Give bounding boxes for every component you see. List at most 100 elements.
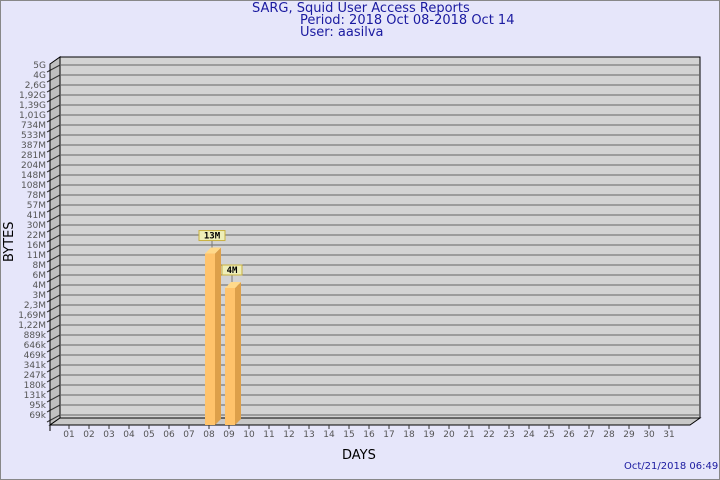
x-tick-label: 16 [363, 430, 375, 440]
x-tick-label: 31 [663, 430, 674, 440]
y-tick-label: 4M [33, 281, 47, 291]
y-tick-label: 5G [33, 61, 46, 71]
y-tick [46, 324, 61, 333]
timestamp: Oct/21/2018 06:49 [624, 461, 719, 472]
y-tick-label: 41M [27, 211, 46, 221]
y-tick [46, 84, 61, 93]
y-tick [46, 214, 61, 223]
y-tick-label: 78M [27, 191, 46, 201]
y-tick-label: 6M [33, 271, 47, 281]
plot-floor [48, 417, 702, 426]
y-tick [46, 184, 61, 193]
bar-side [215, 247, 221, 425]
y-tick-label: 889k [24, 331, 47, 341]
y-tick-label: 2,6G [25, 81, 46, 91]
y-tick [46, 144, 61, 153]
y-tick-label: 1,92G [19, 91, 46, 101]
x-axis-label: DAYS [342, 448, 376, 463]
y-tick-label: 11M [27, 251, 46, 261]
y-tick [46, 414, 61, 423]
y-tick-label: 4G [33, 71, 46, 81]
x-tick-label: 09 [223, 430, 235, 440]
x-tick-label: 29 [623, 430, 635, 440]
y-tick-label: 180k [24, 381, 47, 391]
y-tick [46, 364, 61, 373]
data-label-box [198, 230, 226, 242]
y-tick-label: 1,22M [18, 321, 46, 331]
x-tick-label: 25 [543, 430, 554, 440]
y-tick [46, 244, 61, 253]
x-tick-label: 07 [183, 430, 194, 440]
y-tick [46, 224, 61, 233]
data-label: 4M [227, 266, 238, 276]
y-tick [46, 404, 61, 413]
y-tick [46, 264, 61, 273]
y-tick [46, 284, 61, 293]
x-tick-label: 14 [323, 430, 335, 440]
y-tick-label: 1,39G [19, 101, 46, 111]
y-tick [46, 334, 61, 343]
x-tick-label: 17 [383, 430, 394, 440]
y-tick-label: 1,01G [19, 111, 46, 121]
y-tick [46, 374, 61, 383]
y-tick-label: 734M [21, 121, 46, 131]
y-tick-label: 95k [29, 401, 46, 411]
x-tick-label: 04 [123, 430, 135, 440]
x-tick-label: 21 [463, 430, 474, 440]
y-tick [46, 194, 61, 203]
y-tick [46, 164, 61, 173]
y-tick [46, 64, 61, 73]
y-tick-label: 1,69M [18, 311, 46, 321]
y-tick [46, 274, 61, 283]
x-tick-label: 22 [483, 430, 494, 440]
y-tick [46, 74, 61, 83]
y-tick [46, 134, 61, 143]
x-tick-label: 12 [283, 430, 294, 440]
x-tick-label: 24 [523, 430, 535, 440]
y-tick-label: 8M [33, 261, 47, 271]
x-tick-label: 06 [163, 430, 175, 440]
y-tick [46, 314, 61, 323]
y-tick-label: 108M [21, 181, 46, 191]
x-tick-label: 02 [83, 430, 94, 440]
chart-period: Period: 2018 Oct 08-2018 Oct 14 [300, 13, 515, 28]
bar [205, 253, 215, 425]
y-tick [46, 354, 61, 363]
y-tick [46, 104, 61, 113]
y-tick [46, 304, 61, 313]
chart-user: User: aasilva [300, 25, 384, 40]
y-tick [46, 124, 61, 133]
y-tick-label: 281M [21, 151, 46, 161]
x-tick-label: 28 [603, 430, 615, 440]
y-tick-label: 57M [27, 201, 46, 211]
data-label: 13M [204, 232, 221, 242]
bar [225, 288, 235, 425]
y-tick [46, 294, 61, 303]
y-tick [46, 204, 61, 213]
x-tick-label: 08 [203, 430, 215, 440]
x-tick-label: 11 [263, 430, 274, 440]
x-tick-label: 13 [303, 430, 314, 440]
y-tick [46, 394, 61, 403]
y-tick-label: 341k [24, 361, 47, 371]
y-tick [46, 94, 61, 103]
plot-back-wall [59, 56, 701, 419]
y-tick-label: 204M [21, 161, 46, 171]
y-tick-label: 3M [33, 291, 47, 301]
y-tick-label: 16M [27, 241, 46, 251]
x-tick-label: 26 [563, 430, 575, 440]
y-tick-label: 131k [24, 391, 47, 401]
y-tick-label: 148M [21, 171, 46, 181]
x-tick-label: 05 [143, 430, 154, 440]
y-tick [46, 344, 61, 353]
x-tick-label: 27 [583, 430, 594, 440]
y-tick-label: 69k [29, 411, 46, 421]
x-tick-label: 23 [503, 430, 514, 440]
x-tick-label: 10 [243, 430, 255, 440]
y-tick [46, 234, 61, 243]
y-tick-label: 646k [24, 341, 47, 351]
y-tick [46, 384, 61, 393]
x-tick-label: 19 [423, 430, 435, 440]
bar-side [235, 282, 241, 425]
